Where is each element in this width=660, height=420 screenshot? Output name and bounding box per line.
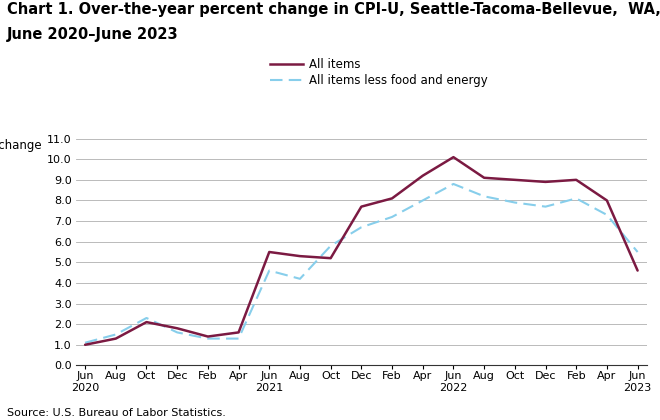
Y-axis label: Percent change: Percent change: [0, 139, 42, 152]
Text: Source: U.S. Bureau of Labor Statistics.: Source: U.S. Bureau of Labor Statistics.: [7, 408, 226, 418]
Text: Chart 1. Over-the-year percent change in CPI-U, Seattle-Tacoma-Bellevue,  WA,: Chart 1. Over-the-year percent change in…: [7, 2, 660, 17]
Text: June 2020–June 2023: June 2020–June 2023: [7, 27, 178, 42]
Legend: All items, All items less food and energy: All items, All items less food and energ…: [270, 58, 488, 87]
